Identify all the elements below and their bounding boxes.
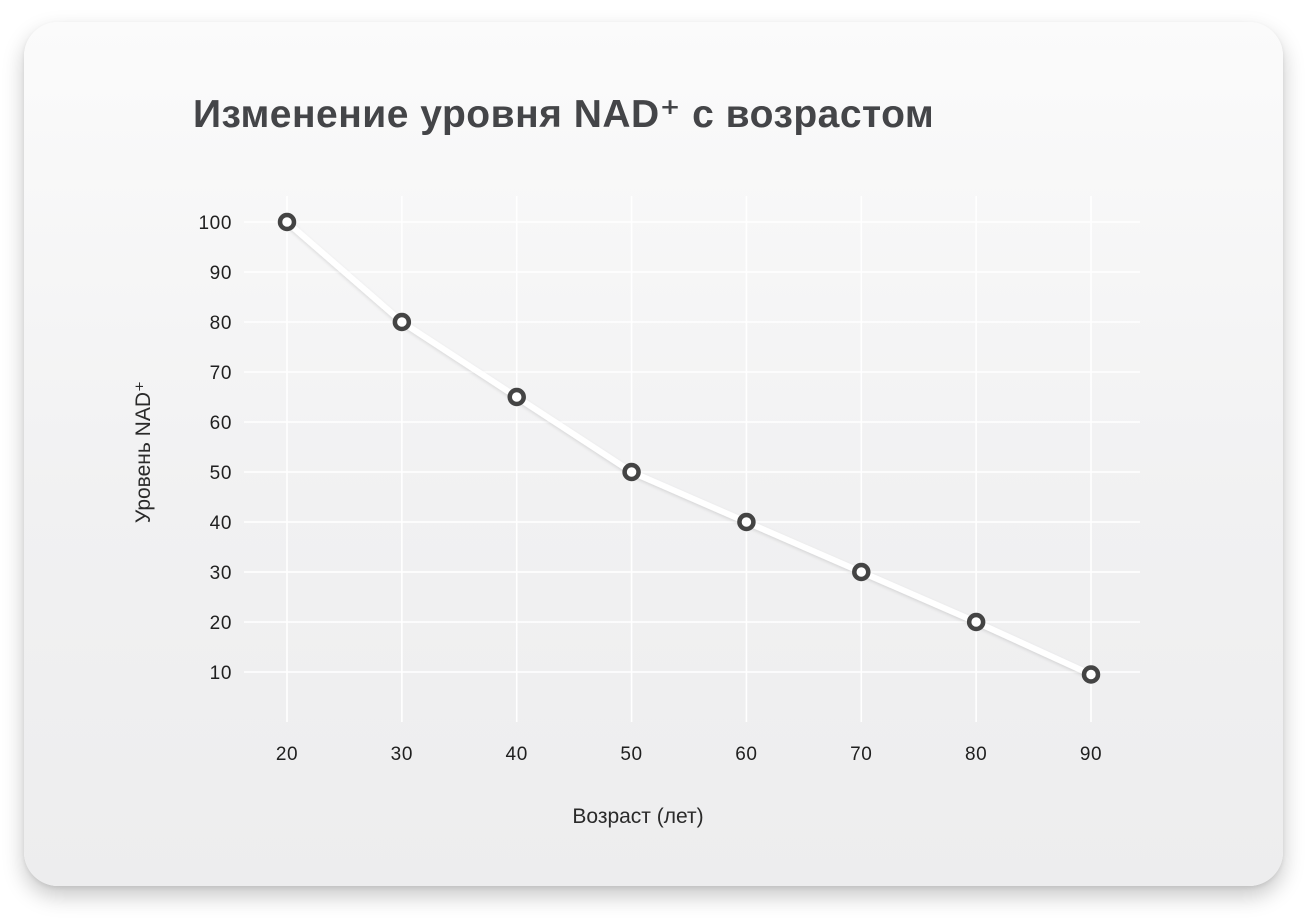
data-point (277, 212, 297, 232)
y-tick-label: 30 (210, 563, 232, 584)
y-tick-label: 10 (210, 663, 232, 684)
x-tick-label: 70 (850, 744, 872, 765)
chart-card (24, 22, 1283, 886)
data-point (966, 612, 986, 632)
grid (244, 196, 1140, 722)
data-point (737, 512, 756, 532)
data-point (392, 312, 412, 332)
y-tick-label: 20 (210, 613, 232, 634)
x-axis-title: Возраст (лет) (572, 805, 703, 828)
chart-title: Изменение уровня NAD⁺ с возрастом (193, 93, 935, 136)
data-points (277, 212, 1101, 684)
y-tick-label: 70 (210, 363, 232, 384)
data-point (1081, 665, 1101, 684)
y-axis-ticks: 10 20 30 40 50 60 70 80 90 100 (198, 213, 232, 684)
data-point (622, 462, 641, 482)
x-tick-label: 60 (735, 744, 757, 765)
y-axis-title: Уровень NAD⁺ (132, 381, 155, 523)
x-tick-label: 30 (391, 744, 413, 765)
y-tick-label: 50 (210, 463, 232, 484)
data-point (852, 562, 871, 582)
x-tick-label: 50 (620, 744, 642, 765)
y-tick-label: 60 (210, 413, 232, 434)
y-tick-label: 90 (210, 263, 232, 284)
y-tick-label: 80 (210, 313, 232, 334)
x-tick-label: 40 (506, 744, 528, 765)
x-tick-label: 20 (276, 744, 298, 765)
y-tick-label: 40 (210, 513, 232, 534)
data-point (507, 387, 526, 407)
x-tick-label: 90 (1080, 744, 1102, 765)
series-line-group (284, 219, 1094, 678)
y-tick-label: 100 (198, 213, 232, 234)
x-tick-label: 80 (965, 744, 987, 765)
x-axis-ticks: 20 30 40 50 60 70 80 90 (276, 744, 1102, 765)
series-line (284, 219, 1094, 678)
